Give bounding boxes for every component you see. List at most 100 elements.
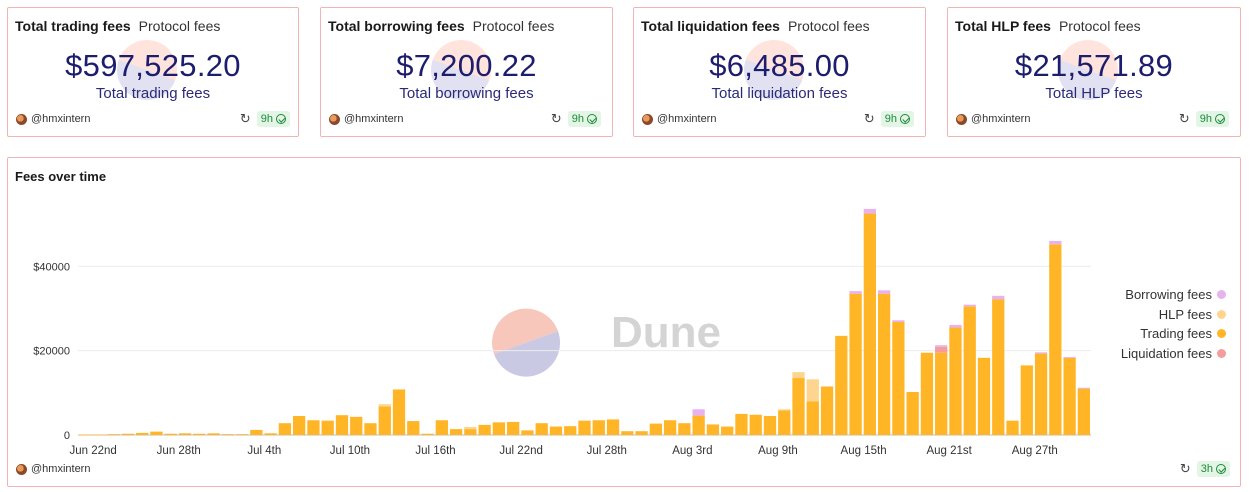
bar-borrowing-fees <box>877 290 891 294</box>
kpi-header: Total HLP fees Protocol fees <box>955 18 1141 34</box>
bar-trading-fees <box>935 352 948 435</box>
chart-title[interactable]: Fees over time <box>15 169 107 184</box>
kpi-title[interactable]: Total HLP fees <box>955 18 1051 34</box>
kpi-value: $597,525.20 <box>65 48 241 83</box>
bar-trading-fees <box>1034 353 1048 435</box>
bar-trading-fees <box>193 433 206 435</box>
bar-trading-fees <box>692 415 705 435</box>
bar-trading-fees <box>977 357 991 435</box>
bar-trading-fees <box>521 430 534 435</box>
bar-trading-fees <box>1049 244 1062 435</box>
bar-trading-fees <box>435 420 448 435</box>
kpi-card-liquidation: Total liquidation fees Protocol fees $6,4… <box>633 7 926 137</box>
refresh-icon[interactable]: ↻ <box>239 111 251 126</box>
bar-trading-fees <box>221 434 234 435</box>
author-link[interactable]: @hmxintern <box>329 113 403 125</box>
check-circle-icon <box>276 114 286 124</box>
legend-item[interactable]: Liquidation fees <box>1121 344 1226 364</box>
bar-trading-fees <box>949 327 962 435</box>
refresh-icon[interactable]: ↻ <box>550 111 562 126</box>
author-link[interactable]: @hmxintern <box>956 113 1030 125</box>
legend-label: Borrowing fees <box>1125 287 1212 303</box>
kpi-header: Total borrowing fees Protocol fees <box>328 18 554 34</box>
legend-item[interactable]: HLP fees <box>1121 305 1226 325</box>
author-name: @hmxintern <box>657 113 717 125</box>
bar-trading-fees <box>721 426 734 435</box>
refresh-status: ↻ 9h <box>240 111 290 127</box>
bar-trading-fees <box>93 434 106 436</box>
kpi-label: Total HLP fees <box>1045 85 1143 102</box>
bar-trading-fees <box>307 420 320 435</box>
legend-label: Liquidation fees <box>1120 345 1212 361</box>
bar-trading-fees <box>421 433 434 435</box>
x-tick-label: Jul 4th <box>247 445 281 457</box>
bar-trading-fees <box>621 431 634 435</box>
bar-borrowing-fees <box>692 409 705 416</box>
bar-hlp-fees <box>806 379 819 402</box>
legend-dot-icon <box>1217 290 1226 300</box>
refresh-status: ↻ 9h <box>864 111 914 127</box>
check-circle-icon <box>1216 464 1226 474</box>
refresh-status: ↻ 9h <box>551 111 601 127</box>
bar-borrowing-fees <box>1049 240 1062 245</box>
bar-trading-fees <box>963 306 976 435</box>
bar-trading-fees <box>507 421 520 435</box>
bar-trading-fees <box>364 423 377 435</box>
kpi-title[interactable]: Total borrowing fees <box>328 18 465 34</box>
avatar <box>329 113 340 125</box>
bar-trading-fees <box>549 426 563 435</box>
bar-trading-fees <box>235 434 249 435</box>
bar-borrowing-fees <box>1063 356 1076 358</box>
kpi-title[interactable]: Total trading fees <box>15 18 131 34</box>
bar-trading-fees <box>335 415 349 435</box>
author-link[interactable]: @hmxintern <box>642 113 716 125</box>
bar-borrowing-fees <box>963 304 976 307</box>
legend-dot-icon <box>1217 329 1226 339</box>
author-name: @hmxintern <box>31 463 91 475</box>
bar-trading-fees <box>778 410 791 435</box>
bar-borrowing-fees <box>849 291 862 294</box>
age-text: 9h <box>884 113 897 125</box>
refresh-icon[interactable]: ↻ <box>1178 111 1190 126</box>
kpi-value: $7,200.22 <box>396 48 537 83</box>
kpi-label: Total liquidation fees <box>711 85 848 102</box>
kpi-subtitle: Protocol fees <box>787 18 870 34</box>
watermark-logo-icon <box>1058 40 1118 100</box>
bar-borrowing-fees <box>892 320 905 322</box>
bar-trading-fees <box>392 389 406 435</box>
bar-trading-fees <box>992 299 1005 435</box>
bar-trading-fees <box>535 423 548 435</box>
dune-watermark: Dune <box>492 308 721 377</box>
bar-trading-fees <box>178 433 192 435</box>
author-link[interactable]: @hmxintern <box>16 463 90 475</box>
x-tick-label: Aug 15th <box>841 445 887 457</box>
bar-trading-fees <box>635 431 648 435</box>
legend-item[interactable]: Borrowing fees <box>1121 285 1226 305</box>
bar-trading-fees <box>136 432 149 435</box>
avatar <box>16 463 27 475</box>
check-circle-icon <box>900 114 910 124</box>
bar-trading-fees <box>350 416 363 435</box>
refresh-icon[interactable]: ↻ <box>863 111 875 126</box>
author-name: @hmxintern <box>971 113 1031 125</box>
x-tick-label: Jun 22nd <box>69 445 116 457</box>
bar-trading-fees <box>792 378 805 435</box>
bar-trading-fees <box>264 433 277 435</box>
y-tick-label: $40000 <box>33 261 70 273</box>
kpi-subtitle: Protocol fees <box>472 18 555 34</box>
kpi-title[interactable]: Total liquidation fees <box>641 18 780 34</box>
author-link[interactable]: @hmxintern <box>16 113 90 125</box>
avatar <box>956 113 967 125</box>
chart-legend: Borrowing fees HLP fees Trading fees Liquid… <box>1121 285 1226 363</box>
x-tick-label: Jul 10th <box>330 445 370 457</box>
refresh-icon[interactable]: ↻ <box>1179 461 1191 476</box>
age-text: 9h <box>571 113 584 125</box>
legend-item[interactable]: Trading fees <box>1121 324 1226 344</box>
bar-borrowing-fees <box>1077 387 1091 389</box>
kpi-label: Total borrowing fees <box>399 85 534 102</box>
bar-trading-fees <box>121 433 135 435</box>
bar-trading-fees <box>449 429 463 435</box>
x-tick-label: Jun 28th <box>157 445 201 457</box>
bar-trading-fees <box>749 414 762 435</box>
check-circle-icon <box>587 114 597 124</box>
